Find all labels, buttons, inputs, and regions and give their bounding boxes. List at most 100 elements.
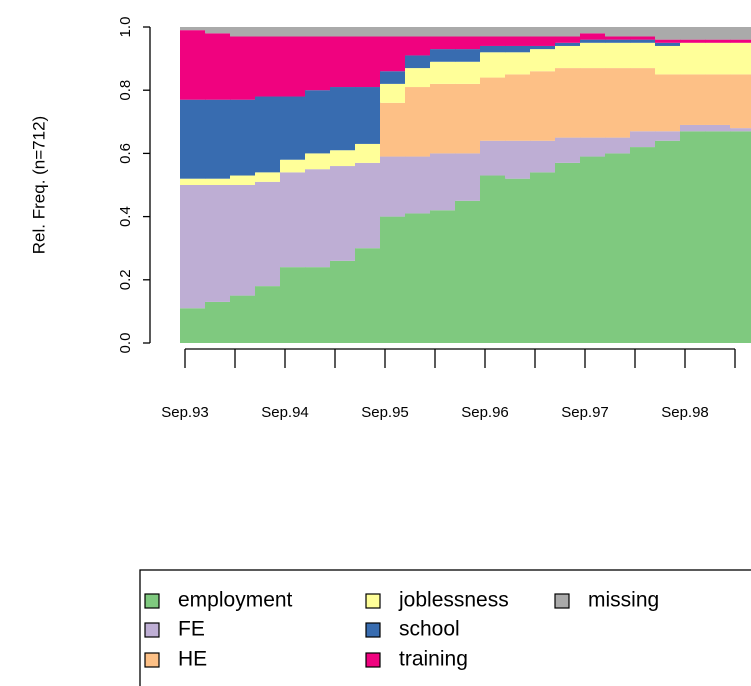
y-tick-label: 0.0 [117, 333, 134, 354]
legend-swatch [365, 593, 381, 609]
bar-segment [630, 42, 656, 69]
bar-segment [730, 131, 751, 343]
x-tick-label: Sep.98 [661, 404, 709, 421]
bar-segment [405, 68, 431, 88]
bar-segment [180, 27, 206, 31]
y-tick-label: 0.8 [117, 80, 134, 101]
bar-segment [455, 153, 481, 201]
bar-segment [480, 27, 506, 37]
y-axis-label: Rel. Freq. (n=712) [29, 116, 48, 254]
bar-segment [705, 42, 731, 75]
bar-segment [505, 52, 531, 75]
bar-segment [330, 36, 356, 88]
bar-segment [705, 124, 731, 132]
bar-segment [555, 45, 581, 69]
bar-segment [330, 87, 356, 151]
bar-segment [380, 216, 406, 343]
bar-segment [180, 185, 206, 309]
bar-segment [230, 175, 256, 185]
bar-segment [730, 128, 751, 132]
bar-segment [280, 27, 306, 37]
bar-segment [330, 260, 356, 343]
bar-segment [205, 301, 231, 343]
bar-segment [330, 150, 356, 167]
bar-segment [505, 45, 531, 53]
bar-segment [705, 39, 731, 43]
bar-segment [180, 99, 206, 179]
x-tick-label: Sep.96 [461, 404, 509, 421]
bar-segment [255, 27, 281, 37]
legend-swatch [365, 652, 381, 668]
bar-segment [230, 185, 256, 296]
bar-segment [605, 153, 631, 343]
bar-segment [380, 36, 406, 72]
bar-segment [305, 267, 331, 343]
bar-segment [605, 137, 631, 154]
bar-segment [330, 27, 356, 37]
x-tick-label: Sep.95 [361, 404, 409, 421]
bar-segment [430, 153, 456, 211]
bar-segment [505, 74, 531, 141]
bar-segment [530, 45, 556, 50]
bar-segment [405, 213, 431, 343]
bar-segment [355, 36, 381, 88]
legend-swatch [365, 622, 381, 638]
legend-box [139, 569, 751, 686]
bar-segment [530, 49, 556, 72]
bar-segment [605, 42, 631, 69]
bar-segment [730, 39, 751, 43]
bar-segment [230, 36, 256, 100]
bar-segment [580, 137, 606, 157]
bar-segment [455, 27, 481, 37]
bar-segment [205, 178, 231, 185]
bar-segment [430, 210, 456, 343]
bar-segment [655, 131, 681, 141]
bar-segment [280, 96, 306, 160]
bar-segment [455, 49, 481, 62]
bar-segment [280, 159, 306, 173]
bar-segment [530, 27, 556, 37]
bar-segment [705, 74, 731, 125]
bar-segment [555, 42, 581, 46]
legend-swatch [144, 622, 160, 638]
bar-segment [480, 140, 506, 176]
y-tick-label: 0.4 [117, 206, 134, 227]
bar-segment [730, 42, 751, 75]
bar-segment [655, 27, 681, 40]
bar-segment [505, 178, 531, 343]
bar-segment [230, 295, 256, 343]
bar-segment [630, 39, 656, 43]
bar-segment [405, 156, 431, 214]
bar-segment [530, 71, 556, 141]
bar-segment [680, 131, 706, 343]
bar-segment [455, 200, 481, 343]
bar-segment [680, 74, 706, 125]
bar-segment [705, 27, 731, 40]
legend-label: missing [588, 589, 659, 612]
legend-swatch [144, 652, 160, 668]
bar-segment [680, 124, 706, 132]
bar-segment [255, 286, 281, 343]
bar-segment [355, 162, 381, 249]
bar-segment [255, 96, 281, 173]
legend-swatch [144, 593, 160, 609]
bar-segment [355, 248, 381, 343]
bar-segment [380, 71, 406, 84]
bar-segment [255, 181, 281, 287]
bar-segment [480, 175, 506, 343]
bar-segment [555, 27, 581, 37]
bar-segment [580, 42, 606, 69]
bar-segment [405, 55, 431, 69]
bar-segment [505, 140, 531, 179]
bar-segment [305, 36, 331, 91]
bar-segment [255, 36, 281, 97]
legend-label: employment [178, 589, 293, 612]
bar-segment [580, 33, 606, 40]
bar-segment [530, 36, 556, 46]
bar-segment [630, 27, 656, 37]
bar-segment [380, 156, 406, 217]
bar-segment [555, 68, 581, 138]
bar-segment [580, 68, 606, 138]
legend-swatch [554, 593, 570, 609]
bar-segment [330, 166, 356, 261]
